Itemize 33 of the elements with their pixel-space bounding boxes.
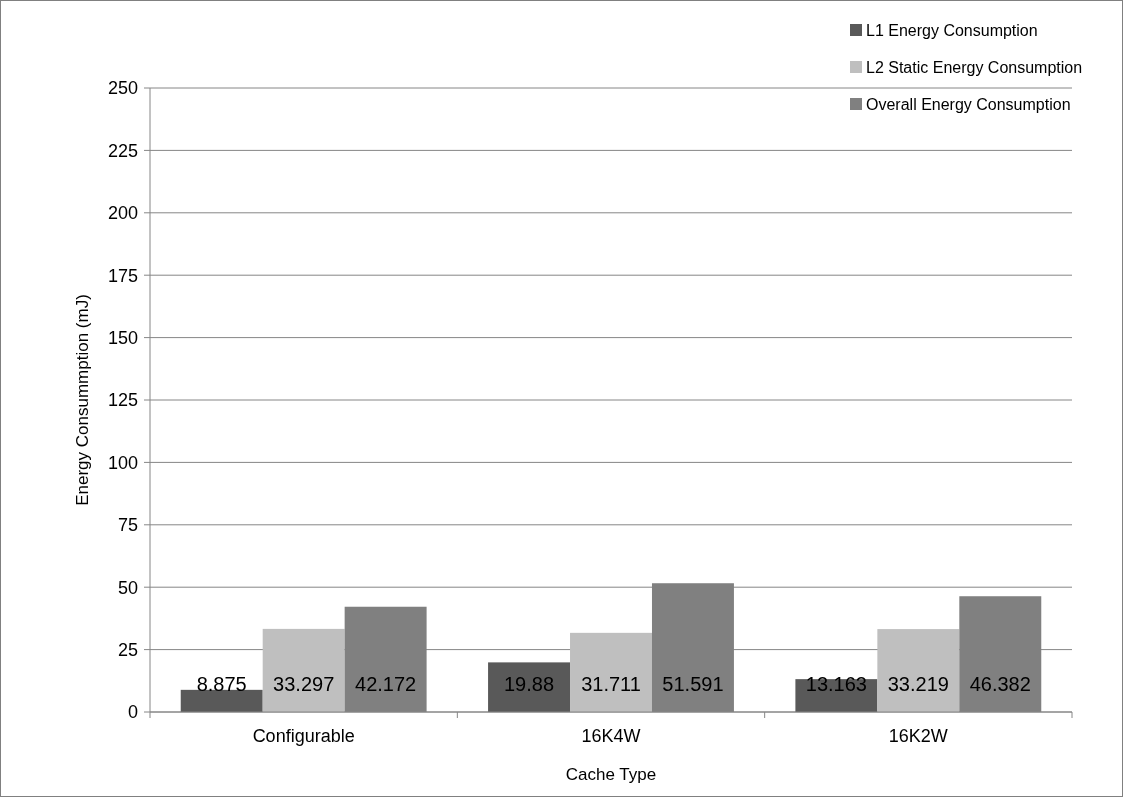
x-tick-label: 16K2W <box>888 726 948 746</box>
y-tick-label: 75 <box>117 515 138 536</box>
bar <box>262 628 345 712</box>
x-axis-title: Cache Type <box>565 765 657 784</box>
data-label: 51.591 <box>662 673 724 695</box>
data-label: 33.297 <box>273 673 335 695</box>
data-label: 31.711 <box>581 673 641 695</box>
legend-label: L1 Energy Consumption <box>866 21 1038 39</box>
y-tick-label: 225 <box>107 140 138 161</box>
y-tick-label: 150 <box>107 327 138 348</box>
y-tick-label: 250 <box>107 78 138 99</box>
y-tick-label: 100 <box>107 452 138 473</box>
data-label: 42.172 <box>355 673 417 695</box>
bar <box>488 662 571 712</box>
bar <box>570 632 652 712</box>
bar <box>877 629 960 712</box>
data-label: 33.219 <box>887 673 949 695</box>
x-tick-label: 16K4W <box>581 726 641 746</box>
y-tick-label: 125 <box>107 390 138 411</box>
legend-label: Overall Energy Consumption <box>866 95 1071 113</box>
y-tick-label: 50 <box>117 577 138 598</box>
y-tick-label: 0 <box>127 702 138 723</box>
bar <box>180 689 263 712</box>
y-tick-label: 175 <box>107 265 138 286</box>
y-axis-title: Energy Consummption (mJ) <box>73 294 92 506</box>
y-tick-label: 200 <box>107 203 138 224</box>
y-tick-label: 25 <box>117 639 138 660</box>
data-label: 13.163 <box>805 673 867 695</box>
legend-label: L2 Static Energy Consumption <box>866 58 1083 76</box>
data-label: 46.382 <box>969 673 1031 695</box>
data-label: 19.88 <box>504 673 555 695</box>
data-label: 8.875 <box>196 673 247 695</box>
x-tick-label: Configurable <box>252 726 355 746</box>
